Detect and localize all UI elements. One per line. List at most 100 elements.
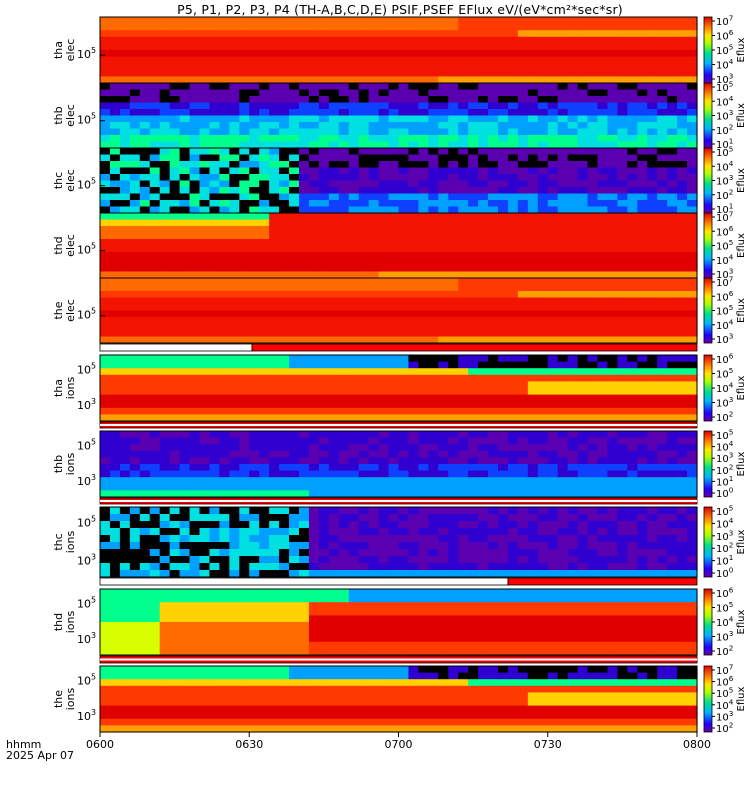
heat-cell xyxy=(667,102,678,110)
heat-cell xyxy=(607,514,618,522)
heat-cell xyxy=(557,310,569,318)
heat-cell xyxy=(537,470,549,478)
heat-cell xyxy=(677,388,688,396)
heat-cell xyxy=(328,470,340,478)
heat-cell xyxy=(507,265,519,273)
heat-cell xyxy=(587,245,599,253)
heat-cell xyxy=(169,76,181,84)
heat-cell xyxy=(448,50,459,58)
heat-cell xyxy=(100,109,111,117)
heat-cell xyxy=(547,457,559,465)
heat-cell xyxy=(289,148,300,156)
heat-cell xyxy=(667,388,678,396)
heat-cell xyxy=(368,226,380,234)
heat-cell xyxy=(607,115,618,123)
heat-cell xyxy=(129,89,141,97)
heat-cell xyxy=(418,200,429,208)
heat-cell xyxy=(328,271,340,279)
heat-cell xyxy=(358,477,370,485)
heat-cell xyxy=(308,483,320,491)
heat-cell xyxy=(468,30,479,38)
heat-cell xyxy=(418,76,429,84)
heat-cell xyxy=(318,278,330,286)
heat-cell xyxy=(139,602,151,610)
heat-cell xyxy=(229,470,240,478)
heat-cell xyxy=(537,102,549,110)
heat-cell xyxy=(408,96,419,104)
heat-cell xyxy=(637,43,648,51)
heat-cell xyxy=(149,36,161,44)
heat-cell xyxy=(428,336,439,344)
heat-cell xyxy=(100,336,111,344)
heat-cell xyxy=(139,239,151,247)
heat-cell xyxy=(100,69,111,77)
heat-cell xyxy=(348,414,360,422)
colorbar-tick-label: 100 xyxy=(716,486,734,501)
heat-cell xyxy=(189,528,201,536)
heat-cell xyxy=(100,450,111,458)
heat-cell xyxy=(547,477,559,485)
heat-cell xyxy=(269,17,280,25)
heat-cell xyxy=(498,258,509,266)
heat-cell xyxy=(577,200,589,208)
heat-cell xyxy=(279,226,290,234)
heat-cell xyxy=(109,368,121,376)
heat-cell xyxy=(378,381,390,389)
heat-cell xyxy=(637,521,648,529)
heat-cell xyxy=(358,161,370,169)
heat-cell xyxy=(239,167,250,175)
heat-cell xyxy=(507,83,519,91)
heat-cell xyxy=(139,401,151,409)
heat-cell xyxy=(129,330,141,338)
heat-cell xyxy=(239,549,250,557)
heat-cell xyxy=(358,271,370,279)
heat-cell xyxy=(597,361,609,369)
heat-cell xyxy=(388,200,400,208)
heat-cell xyxy=(209,206,220,214)
heat-cell xyxy=(677,56,688,64)
heat-cell xyxy=(259,245,270,253)
heat-cell xyxy=(169,514,181,522)
heat-cell xyxy=(428,193,439,201)
heat-cell xyxy=(537,394,549,402)
heat-cell xyxy=(617,464,628,472)
heat-cell xyxy=(100,258,111,266)
heat-cell xyxy=(647,141,658,149)
heat-cell xyxy=(527,507,539,515)
heat-cell xyxy=(567,355,579,363)
heat-cell xyxy=(100,635,111,643)
heat-cell xyxy=(100,161,111,169)
heat-cell xyxy=(368,278,380,286)
heat-cell xyxy=(637,161,648,169)
colorbar-tick-label: 105 xyxy=(716,303,733,318)
heat-cell xyxy=(308,470,320,478)
heat-cell xyxy=(657,470,668,478)
heat-cell xyxy=(547,563,559,571)
heat-cell xyxy=(498,457,509,465)
heat-cell xyxy=(607,401,618,409)
heat-cell xyxy=(687,535,698,543)
heat-cell xyxy=(498,278,509,286)
heat-cell xyxy=(557,368,569,376)
heat-cell xyxy=(637,69,648,77)
heat-cell xyxy=(438,109,449,117)
heat-cell xyxy=(547,102,559,110)
heat-cell xyxy=(179,431,191,439)
heat-cell xyxy=(677,361,688,369)
heat-cell xyxy=(488,239,499,247)
heat-cell xyxy=(348,278,360,286)
heat-cell xyxy=(239,355,250,363)
heat-cell xyxy=(338,477,350,485)
heat-cell xyxy=(418,17,429,25)
heat-cell xyxy=(338,450,350,458)
heat-cell xyxy=(418,490,429,498)
heat-cell xyxy=(159,549,171,557)
heat-cell xyxy=(547,514,559,522)
heat-cell xyxy=(279,265,290,273)
heat-cell xyxy=(418,528,429,536)
heat-cell xyxy=(318,17,330,25)
heat-cell xyxy=(328,50,340,58)
heat-cell xyxy=(338,549,350,557)
heat-cell xyxy=(249,278,260,286)
heat-cell xyxy=(587,50,599,58)
